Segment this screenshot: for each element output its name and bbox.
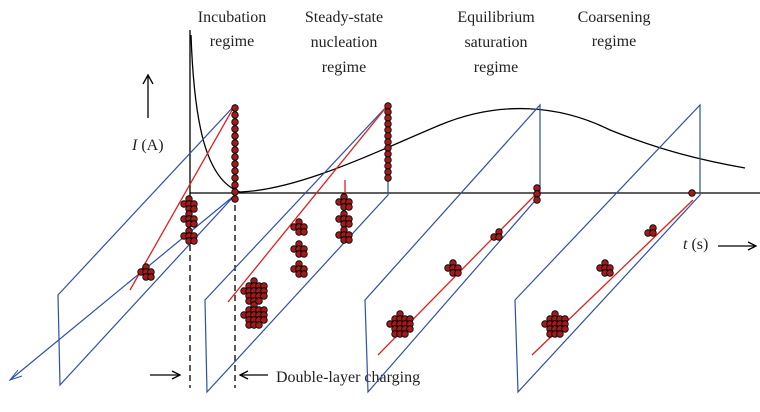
nucleus: [688, 189, 696, 197]
arrow-head: [238, 370, 249, 380]
regime-label: regime: [210, 33, 254, 50]
nucleus: [190, 237, 198, 245]
nucleus: [147, 273, 155, 281]
current-symbol: I: [131, 137, 138, 154]
current-unit: (A): [141, 137, 163, 154]
regime-label: Steady-state: [305, 9, 383, 26]
regime-label: regime: [474, 59, 518, 76]
nucleus: [345, 220, 353, 228]
nucleus: [260, 316, 268, 324]
nucleus: [231, 118, 239, 126]
plane: [514, 103, 701, 394]
nucleus: [231, 125, 239, 133]
nucleus: [231, 111, 239, 119]
current-curve: [190, 34, 746, 193]
planes: [8, 103, 701, 394]
nucleus: [606, 269, 614, 277]
regime-label: nucleation: [311, 34, 378, 51]
nucleus: [406, 325, 414, 333]
nucleus: [231, 153, 239, 161]
time-symbol: t: [683, 236, 688, 253]
plane: [204, 103, 389, 394]
nucleus: [231, 181, 239, 189]
arrow-head: [747, 241, 758, 251]
time-unit: (s): [691, 236, 708, 253]
annotation: Double-layer charging: [276, 369, 420, 386]
nucleus: [300, 270, 308, 278]
nuclei: [137, 102, 696, 338]
current-axis-label: I (A): [131, 137, 164, 154]
nucleus: [231, 174, 239, 182]
arrow-head: [171, 370, 182, 380]
growth-line: [227, 104, 389, 303]
time-axis-label: t (s): [683, 236, 708, 253]
nucleus: [300, 228, 308, 236]
growth-line: [129, 104, 236, 291]
nucleus: [649, 229, 657, 237]
nucleus: [231, 188, 239, 196]
axes: [142, 30, 760, 388]
nucleus: [533, 196, 541, 204]
nucleus: [190, 205, 198, 213]
nucleus: [495, 233, 503, 241]
nucleus: [384, 174, 392, 182]
nucleus: [231, 160, 239, 168]
nucleus: [454, 269, 462, 277]
nucleus: [231, 146, 239, 154]
nucleus: [231, 139, 239, 147]
nucleus: [190, 220, 198, 228]
nucleus: [300, 250, 308, 258]
arrow-head: [142, 73, 154, 85]
nucleus: [561, 325, 569, 333]
regime-label: Coarsening: [578, 9, 651, 26]
nucleus: [231, 104, 239, 112]
depth-axis: [9, 194, 236, 381]
nucleus: [401, 330, 409, 338]
nucleus: [556, 330, 564, 338]
nucleus: [345, 236, 353, 244]
nucleus: [345, 203, 353, 211]
regime-label: Incubation: [198, 9, 266, 26]
nucleus: [260, 292, 268, 300]
regime-label: regime: [592, 33, 636, 50]
regime-labels: Incubation regime Steady-state nucleatio…: [198, 9, 651, 76]
arrow-head: [8, 369, 23, 382]
nucleus: [255, 297, 263, 305]
nucleus: [255, 321, 263, 329]
regime-label: regime: [322, 59, 366, 76]
nucleus: [231, 167, 239, 175]
regime-label: Equilibrium: [457, 9, 535, 26]
nucleus: [231, 132, 239, 140]
regime-label: saturation: [464, 34, 527, 51]
nucleus: [231, 195, 239, 203]
